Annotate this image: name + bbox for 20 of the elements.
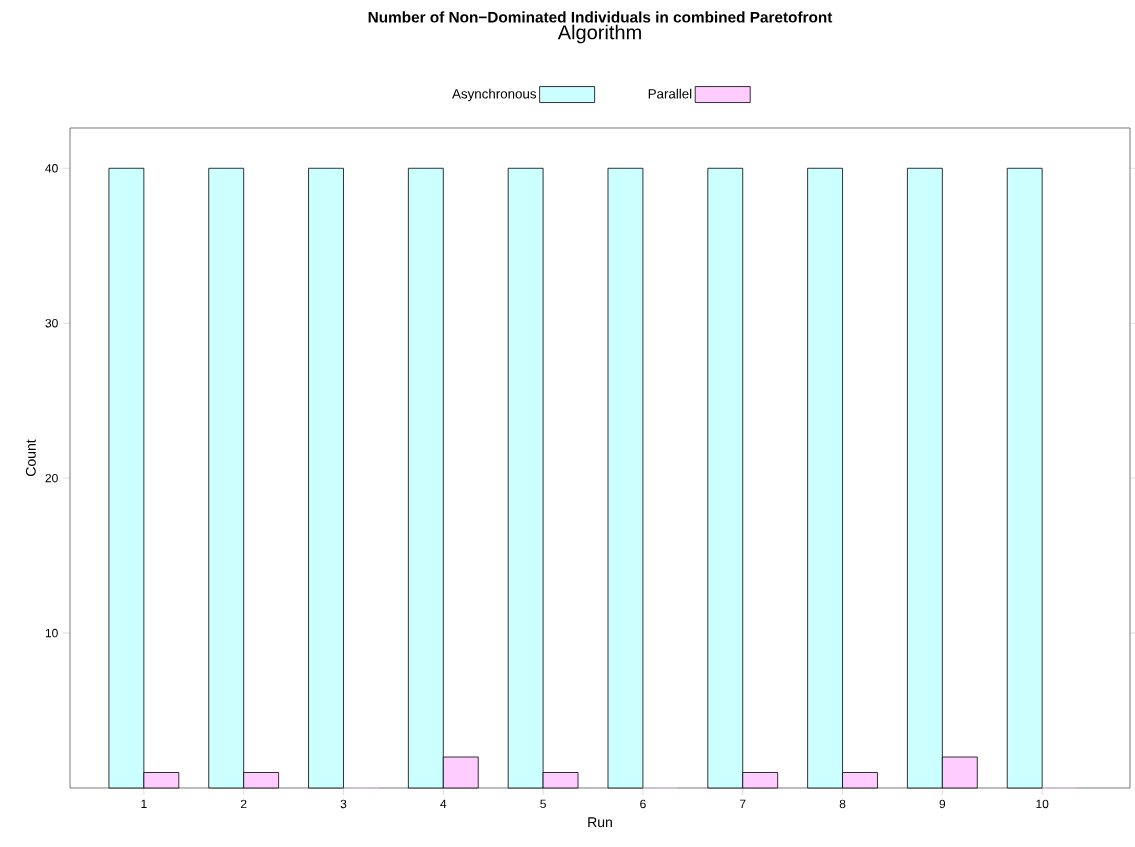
x-tick-label: 10 xyxy=(1036,799,1049,809)
x-axis-title: Run xyxy=(588,817,612,828)
x-tick-label: 5 xyxy=(540,799,546,809)
legend-label: Asynchronous xyxy=(452,88,537,102)
legend-title: Algorithm xyxy=(557,24,641,44)
x-tick-label: 8 xyxy=(839,799,846,809)
x-tick-label: 9 xyxy=(939,799,946,809)
x-tick-label: 6 xyxy=(640,799,646,809)
x-tick-label: 1 xyxy=(141,799,147,808)
y-tick-label: 10 xyxy=(45,628,58,638)
legend-label: Parallel xyxy=(648,88,692,99)
y-tick-label: 20 xyxy=(45,473,58,483)
y-axis-title: Count xyxy=(25,439,36,476)
y-tick-label: 30 xyxy=(45,318,58,328)
x-tick-label: 3 xyxy=(340,799,347,809)
y-tick-label: 40 xyxy=(45,164,58,173)
x-tick-label: 2 xyxy=(240,799,247,809)
chart-title: Number of Non−Dominated Individuals in combined Paretofront xyxy=(368,11,833,23)
x-tick-label: 7 xyxy=(740,799,746,808)
x-tick-label: 4 xyxy=(440,799,447,808)
